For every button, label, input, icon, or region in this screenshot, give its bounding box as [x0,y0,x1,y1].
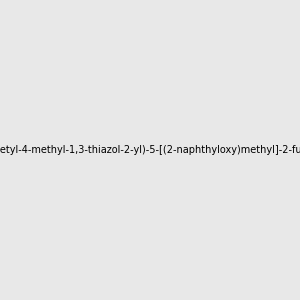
Text: N-(5-acetyl-4-methyl-1,3-thiazol-2-yl)-5-[(2-naphthyloxy)methyl]-2-furamide: N-(5-acetyl-4-methyl-1,3-thiazol-2-yl)-5… [0,145,300,155]
